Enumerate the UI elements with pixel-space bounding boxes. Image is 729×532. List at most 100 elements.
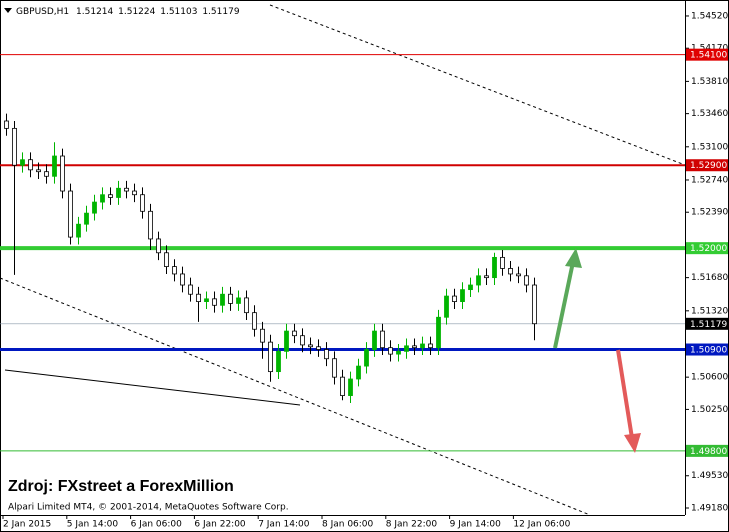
candle-body [444,295,449,318]
candle-body [492,256,497,279]
x-tick-label: 6 Jan 06:00 [131,520,183,530]
level-label-box [686,48,728,61]
candle-body [172,266,177,275]
candle-body [372,330,377,350]
candle-body [524,275,529,286]
candle-body [428,343,433,349]
trend-line [269,4,686,166]
y-tick-label: 1.52740 [691,175,728,185]
candle-body [452,295,457,303]
candle-body [188,284,193,295]
level-label-box [686,343,728,356]
x-tick-label: 8 Jan 06:00 [322,520,374,530]
candle-body [340,376,345,396]
candle-body [132,190,137,196]
candle-body [316,346,321,350]
header-value: 1.51179 [202,7,239,17]
x-tick-label: 5 Jan 14:00 [67,520,119,530]
candle-body [380,330,385,349]
trend-line [0,277,591,516]
level-label-box [686,242,728,255]
axes: 1.545201.541701.538101.534601.531001.527… [2,11,728,530]
y-tick-label: 1.53460 [691,109,728,119]
candle-body [476,275,481,286]
y-tick-label: 1.53810 [691,77,728,87]
header-value: 1.51214 [76,7,113,17]
menu-triangle [4,8,12,13]
y-tick-label: 1.50600 [691,373,728,383]
candle-body [92,201,97,214]
candle-body [284,330,289,352]
candle-body [28,159,33,171]
candle-body [260,328,265,343]
level-label: 1.51179 [690,320,727,330]
candle-body [332,358,337,378]
copyright: Alpari Limited MT4, © 2001-2014, MetaQuo… [8,503,289,513]
header-value: 1.51103 [160,7,197,17]
candle-body [84,212,89,225]
y-tick-label: 1.49180 [691,503,728,513]
candle-body [236,297,241,304]
candle-body [508,268,513,275]
y-tick-label: 1.54520 [691,11,728,21]
candle-body [44,171,49,177]
candle-body [268,341,273,373]
candle-body [60,155,65,192]
candle-body [500,256,505,269]
candle-body [396,350,401,355]
header-value: 1.51224 [118,7,155,17]
candle-body [140,194,145,212]
candle-body [212,298,217,306]
candle-body [484,275,489,279]
x-tick-label: 6 Jan 22:00 [194,520,246,530]
levels [0,54,685,452]
trend-line [4,369,301,406]
candle-body [388,347,393,355]
y-tick-label: 1.49530 [691,471,728,481]
y-tick-label: 1.52390 [691,208,728,218]
up-arrow-head [565,248,582,268]
candle-body [252,312,257,330]
level-label-box [686,444,728,457]
candle-body [204,298,209,303]
candle-body [460,289,465,303]
candle-body [4,120,9,129]
candle-body [404,345,409,352]
candle-body [108,194,113,198]
down-arrow-head [624,433,641,453]
candle-body [12,127,17,166]
level-label-box [686,159,728,172]
candle-body [116,187,121,198]
up-arrow [553,261,575,349]
symbol: GBPUSD,H1 [16,7,69,17]
candle-body [364,349,369,367]
candle-body [148,210,153,240]
level-label: 1.50900 [690,346,727,356]
down-arrow [616,349,634,439]
candle-body [436,316,441,349]
candle-body [292,330,297,337]
candle-body [228,293,233,304]
candle-body [76,223,81,238]
candle-body [196,293,201,303]
x-tick-label: 8 Jan 22:00 [386,520,438,530]
candle-body [164,252,169,267]
candle-body [468,284,473,291]
y-tick-label: 1.53100 [691,142,728,152]
candle-body [180,273,185,286]
candle-body [324,349,329,360]
x-tick-label: 9 Jan 14:00 [450,520,502,530]
candle-body [348,378,353,396]
level-label: 1.49800 [690,447,727,457]
chart-header: GBPUSD,H1 1.51214 1.51224 1.51103 1.5117… [16,7,240,17]
candle-body [412,345,417,349]
candle-body [244,297,249,314]
x-tick-label: 7 Jan 14:00 [258,520,310,530]
y-tick-label: 1.51680 [691,273,728,283]
candle-body [156,238,161,254]
candle-body [220,293,225,306]
candle-body [532,284,537,325]
